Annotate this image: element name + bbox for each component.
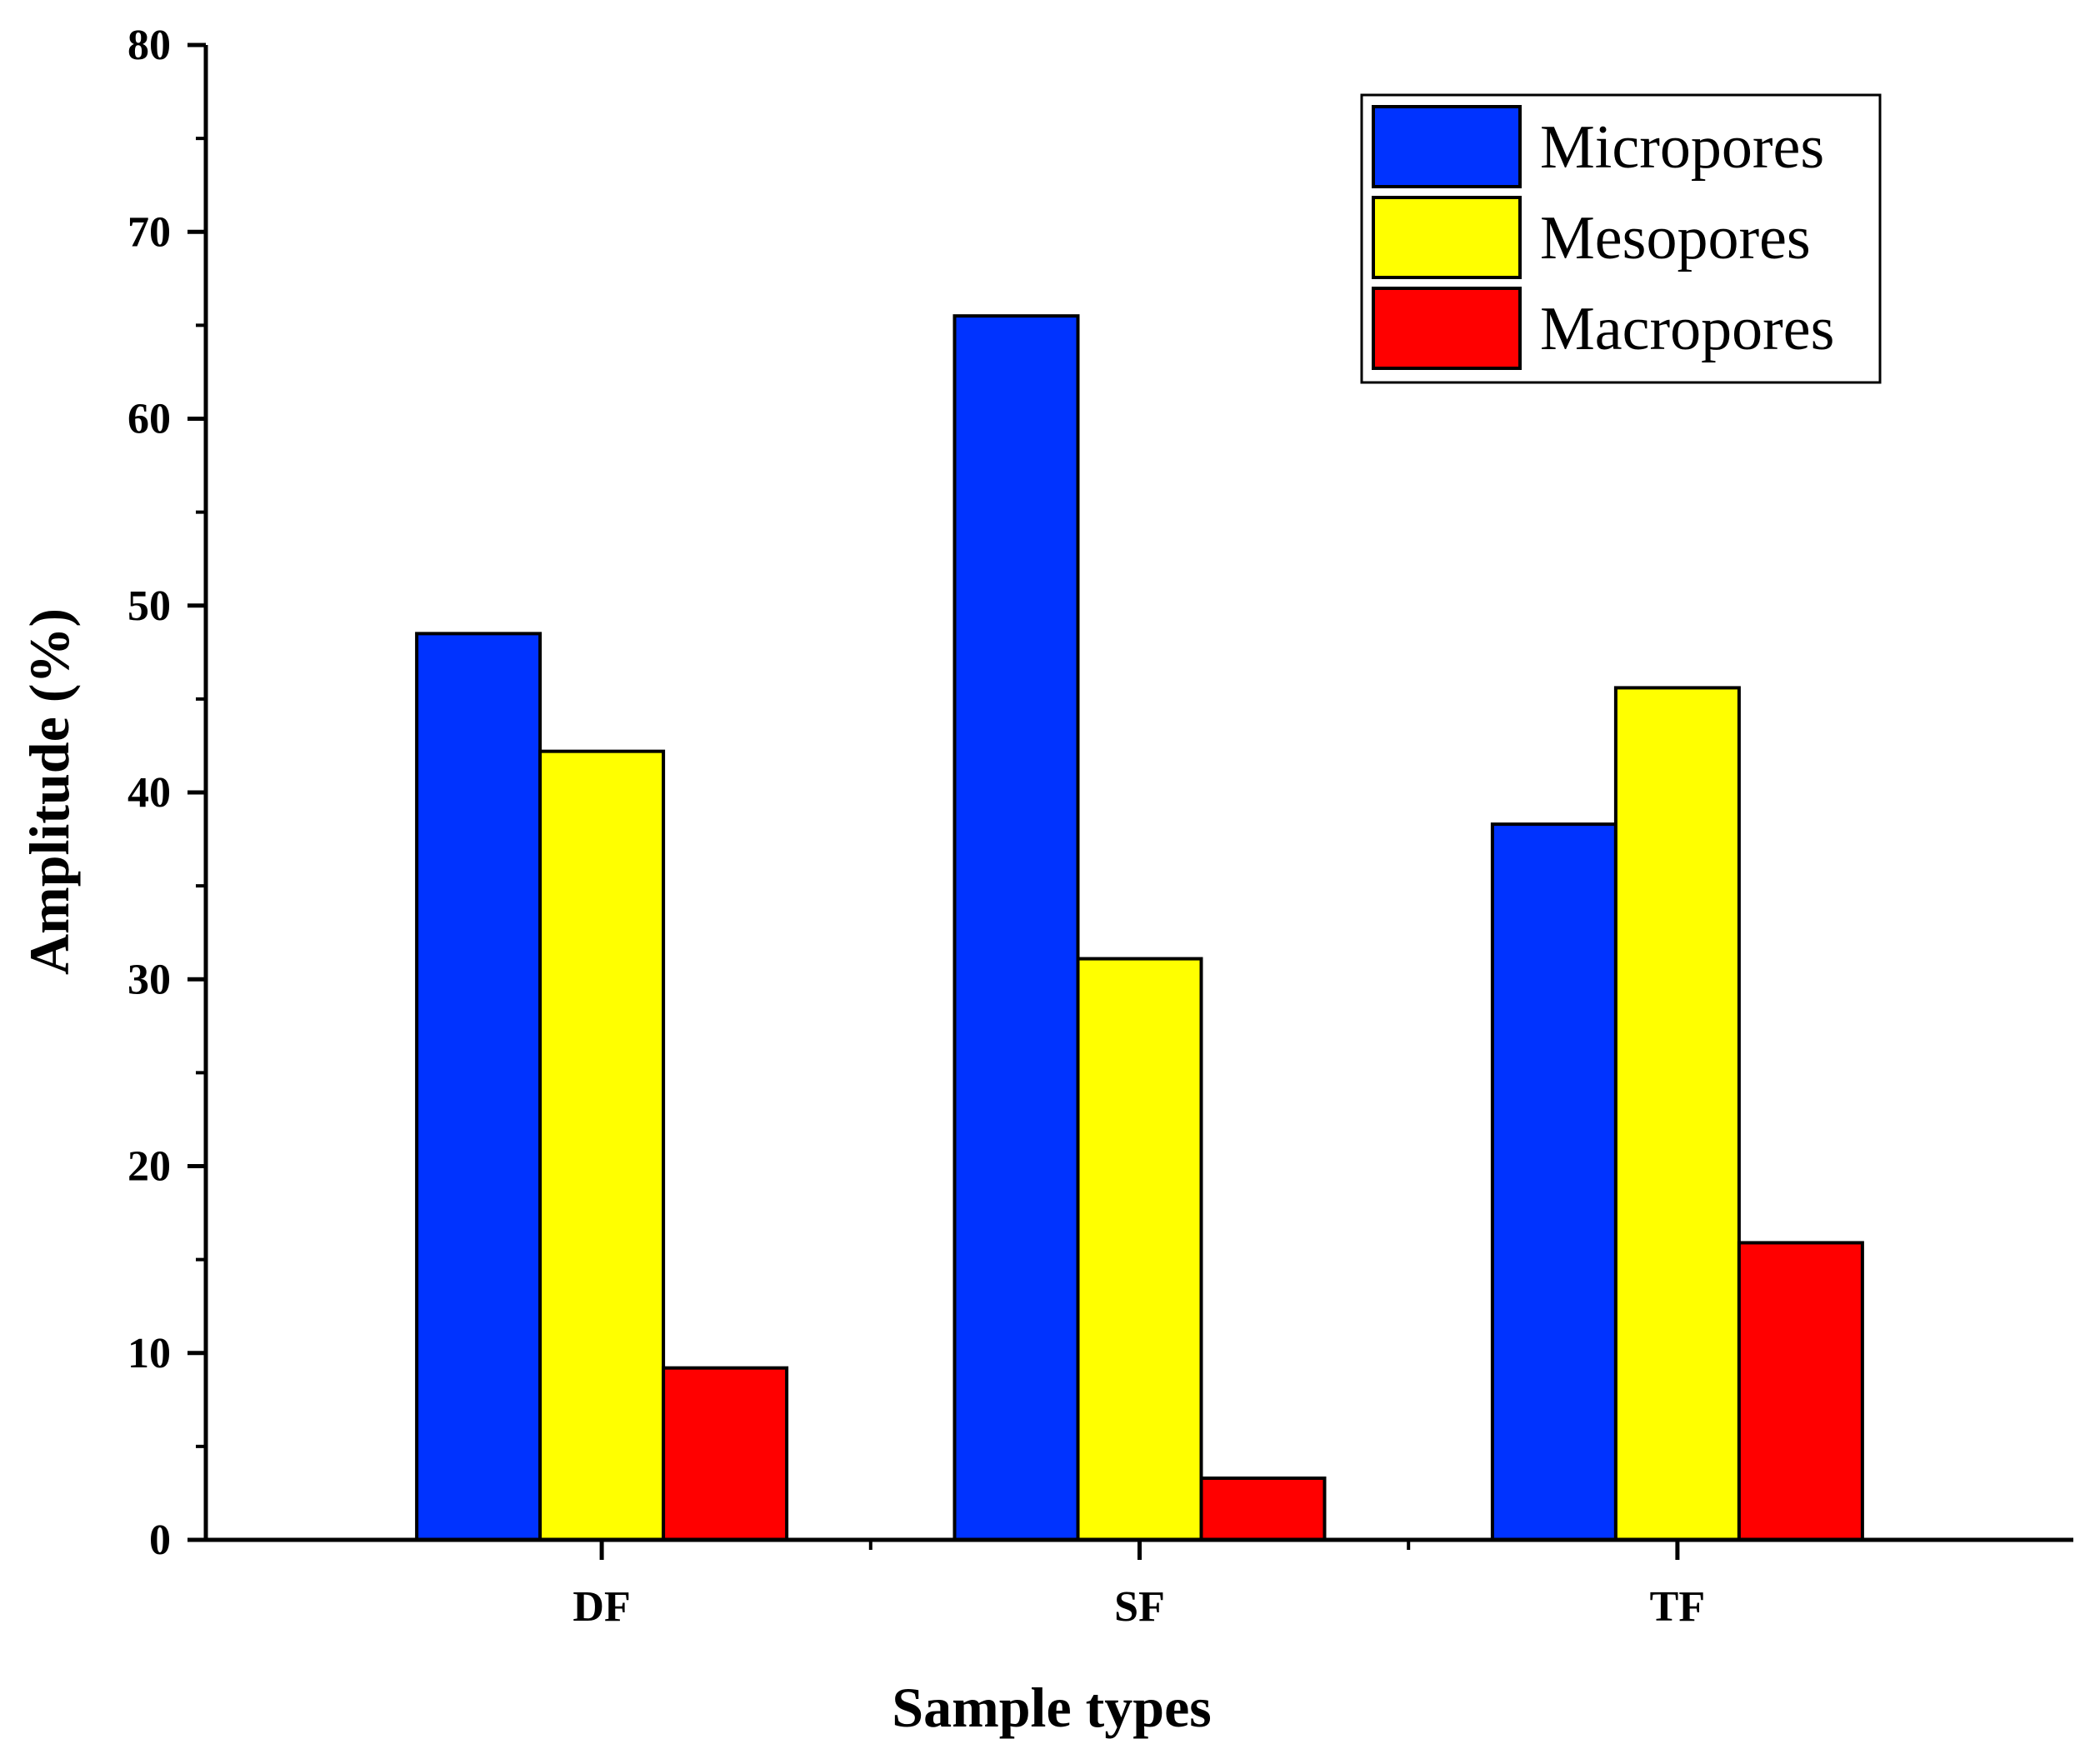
bar-tf-micropores <box>1490 822 1618 1542</box>
y-ticks-group: 0 10 20 30 40 50 60 70 80 <box>128 22 206 1564</box>
bar-df-micropores <box>415 632 542 1542</box>
bar-sf-micropores <box>952 314 1080 1542</box>
y-axis-title: Amplitude (%) <box>18 608 81 975</box>
y-tick-label: 40 <box>128 769 171 817</box>
y-tick-label: 20 <box>128 1143 171 1191</box>
x-ticks-group: DF SF TF <box>572 1540 1705 1631</box>
x-tick-label: DF <box>572 1583 630 1631</box>
y-tick-label: 70 <box>128 208 171 256</box>
bar-df-mesopores <box>538 749 666 1542</box>
legend: Micropores Mesopores Macropores <box>1360 93 1882 384</box>
x-tick-label: TF <box>1650 1583 1705 1631</box>
legend-swatch-mesopores <box>1372 196 1522 279</box>
y-tick-label: 10 <box>128 1330 171 1377</box>
x-tick-label: SF <box>1114 1583 1165 1631</box>
bar-df-macropores <box>662 1366 789 1542</box>
bar-sf-macropores <box>1199 1476 1327 1542</box>
y-tick-label: 60 <box>128 396 171 443</box>
legend-label-micropores: Micropores <box>1540 113 1824 182</box>
y-tick-label: 50 <box>128 582 171 630</box>
legend-label-mesopores: Mesopores <box>1540 204 1811 272</box>
bar-tf-macropores <box>1737 1241 1864 1542</box>
y-tick-label: 30 <box>128 956 171 1003</box>
legend-label-macropores: Macropores <box>1540 295 1834 363</box>
x-axis-title: Sample types <box>892 1676 1211 1739</box>
legend-swatch-macropores <box>1372 287 1522 370</box>
bar-sf-mesopores <box>1076 957 1203 1542</box>
legend-swatch-micropores <box>1372 105 1522 188</box>
bar-tf-mesopores <box>1613 686 1741 1542</box>
y-tick-label: 0 <box>149 1517 171 1564</box>
y-tick-label: 80 <box>128 22 171 69</box>
bars-group <box>415 314 1864 1542</box>
